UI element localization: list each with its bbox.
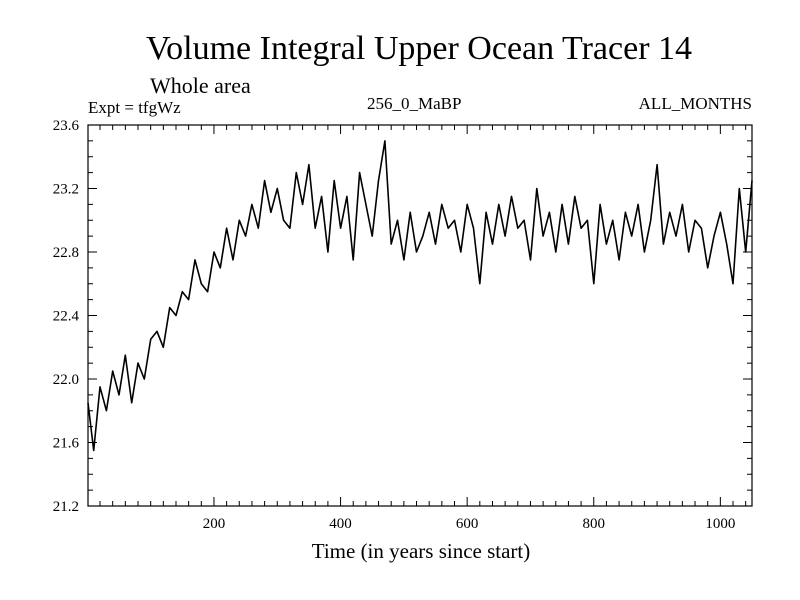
x-axis-title: Time (in years since start) bbox=[311, 539, 531, 563]
x-tick-label: 1000 bbox=[705, 516, 735, 532]
period-label: 256_0_MaBP bbox=[367, 94, 462, 113]
series-line-tracer-14 bbox=[87, 140, 753, 452]
tick-labels: 200 400 600 800 1000 21.2 21.6 22.0 22.4 22.8 23.2… bbox=[53, 118, 736, 532]
y-tick-label: 21.6 bbox=[53, 436, 80, 452]
chart-subtitle: Whole area bbox=[150, 73, 251, 98]
x-tick-label: 800 bbox=[583, 516, 606, 532]
y-tick-label: 22.0 bbox=[53, 372, 79, 388]
y-tick-label: 22.4 bbox=[53, 309, 80, 325]
experiment-label: Expt = tfgWz bbox=[88, 98, 181, 117]
plot-frame bbox=[87, 124, 753, 507]
chart-title: Volume Integral Upper Ocean Tracer 14 bbox=[145, 30, 693, 67]
y-tick-label: 22.8 bbox=[53, 245, 79, 261]
y-tick-label: 23.6 bbox=[53, 118, 80, 134]
x-tick-label: 200 bbox=[203, 516, 226, 532]
y-tick-label: 23.2 bbox=[53, 182, 79, 198]
months-label: ALL_MONTHS bbox=[638, 94, 752, 113]
axis-ticks bbox=[88, 124, 752, 507]
x-tick-label: 400 bbox=[329, 516, 352, 532]
y-tick-label: 21.2 bbox=[53, 499, 79, 515]
x-tick-label: 600 bbox=[456, 516, 479, 532]
